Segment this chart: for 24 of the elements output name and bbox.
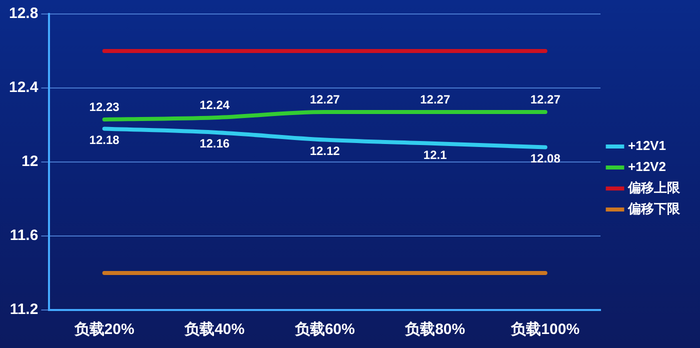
legend-label: 偏移上限 [627,180,681,196]
x-tick-label: 负载40% [184,321,245,338]
y-tick-label: 11.6 [10,227,38,244]
data-label: 12.27 [310,92,340,106]
legend-label: 偏移下限 [627,201,681,216]
data-label: 12.08 [530,152,561,166]
y-tick-label: 11.2 [10,301,38,318]
data-label: 12.27 [530,92,561,106]
x-tick-label: 负载100% [510,321,580,338]
data-label: 12.16 [200,136,230,151]
y-tick-label: 12.4 [8,79,39,96]
data-label: 12.12 [310,144,340,158]
data-label: 12.27 [420,92,450,106]
legend-label: +12V2 [628,159,666,174]
data-label: 12.24 [200,98,230,112]
x-tick-label: 负载20% [73,321,134,338]
y-tick-label: 12 [22,153,38,170]
y-tick-label: 12.8 [8,5,38,22]
legend-label: +12V1 [628,138,666,154]
data-label: 12.23 [89,100,120,114]
data-label: 12.1 [423,148,448,162]
x-tick-label: 负载60% [294,321,355,338]
x-tick-label: 负载80% [404,321,466,338]
data-label: 12.18 [89,133,120,148]
